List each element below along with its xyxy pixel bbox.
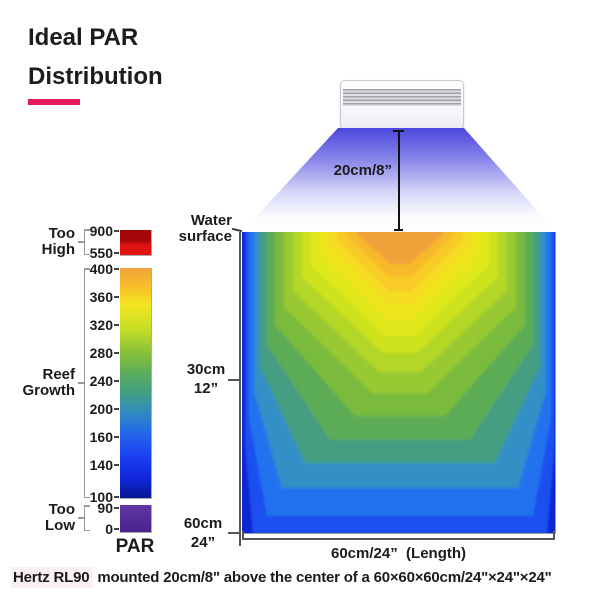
- colorbar-tick-mark: [114, 408, 119, 410]
- par-heatmap-svg: [242, 232, 556, 534]
- colorbar-gradient-block: [120, 268, 152, 499]
- caption-rest: mounted 20cm/8" above the center of a 60…: [93, 569, 552, 586]
- mount-height-label: 20cm/8”: [333, 162, 392, 179]
- colorbar-tick-label: 0: [105, 521, 113, 537]
- heatsink-fins: [343, 89, 461, 106]
- colorbar-tick-label: 900: [89, 223, 113, 239]
- water-surface-pointer: [231, 227, 243, 233]
- colorbar-tick-label: 360: [89, 289, 113, 305]
- depth-30-inch-text: 12”: [193, 380, 219, 397]
- colorbar-too-low-block: [120, 505, 152, 533]
- colorbar-tick-mark: [114, 380, 119, 382]
- range-label-too-high: Too High: [41, 225, 75, 258]
- colorbar-tick-mark: [114, 324, 119, 326]
- light-fixture: [340, 80, 464, 130]
- depth-60-inch-text: 24”: [190, 534, 216, 551]
- colorbar-tick-label: 90: [97, 500, 113, 516]
- length-bracket-line: [242, 538, 555, 540]
- page-title-line2: Distribution: [28, 63, 163, 90]
- colorbar-tick-mark: [114, 296, 119, 298]
- title-accent-bar: [28, 99, 80, 105]
- colorbar-tick-mark: [114, 496, 119, 498]
- colorbar-tick-label: 160: [89, 429, 113, 445]
- colorbar-tick-mark: [114, 436, 119, 438]
- colorbar-tick-mark: [114, 268, 119, 270]
- colorbar-tick-label: 280: [89, 345, 113, 361]
- colorbar-tick-mark: [114, 352, 119, 354]
- colorbar-tick-mark: [114, 230, 119, 232]
- length-bracket-left-tick: [242, 531, 244, 539]
- colorbar-tick-label: 140: [89, 457, 113, 473]
- colorbar-tick-label: 200: [89, 401, 113, 417]
- depth-label-60cm: 60cm 24”: [173, 514, 233, 552]
- length-label: 60cm/24” (Length): [330, 545, 467, 562]
- colorbar-tick-label: 100: [89, 489, 113, 505]
- caption: Hertz RL90 mounted 20cm/8" above the cen…: [11, 567, 596, 589]
- page-title: Ideal PAR Distribution: [28, 18, 163, 96]
- depth-60-cm-text: 60cm: [183, 515, 223, 532]
- colorbar-tick-label: 240: [89, 373, 113, 389]
- page-title-line1: Ideal PAR: [28, 24, 139, 51]
- depth-label-30cm: 30cm 12”: [176, 360, 236, 398]
- depth-axis-line: [239, 232, 241, 546]
- water-surface-label: Water surface: [168, 213, 232, 245]
- mount-height-line-top-cap: [393, 130, 404, 132]
- caption-highlight: Hertz RL90: [11, 567, 94, 588]
- light-cone: [241, 128, 557, 232]
- colorbar-tick-mark: [114, 464, 119, 466]
- par-unit-label: PAR: [115, 536, 155, 557]
- water-surface-line1: Water: [190, 212, 232, 229]
- colorbar-tick-label: 550: [89, 245, 113, 261]
- range-bracket: [78, 268, 91, 498]
- water-surface-line2: surface: [178, 228, 232, 245]
- length-bracket-right-tick: [553, 531, 555, 539]
- depth-30-cm-text: 30cm: [186, 361, 226, 378]
- mount-height-line-bottom-cap: [394, 229, 403, 231]
- colorbar-tick-mark: [114, 507, 119, 509]
- colorbar-tick-mark: [114, 528, 119, 530]
- colorbar-tick-mark: [114, 252, 119, 254]
- range-bracket: [78, 505, 91, 531]
- colorbar-too-high-block: [120, 230, 152, 256]
- range-label-reef-growth: Reef Growth: [22, 366, 76, 399]
- depth-tick-60cm: [228, 532, 240, 534]
- mount-height-line: [398, 131, 400, 230]
- range-bracket: [78, 229, 91, 255]
- depth-tick-30cm: [228, 379, 240, 381]
- colorbar-tick-label: 320: [89, 317, 113, 333]
- range-label-too-low: Too Low: [45, 501, 75, 534]
- colorbar-tick-label: 400: [89, 261, 113, 277]
